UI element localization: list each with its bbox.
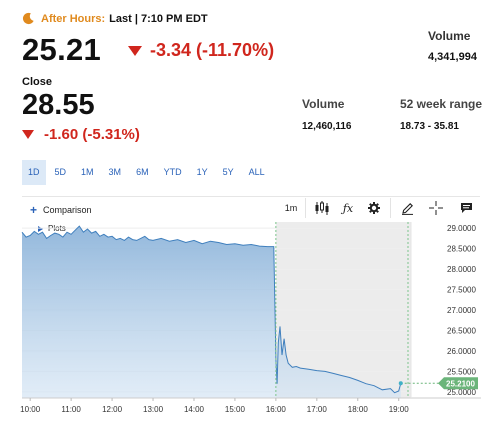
after-hours-row: After Hours: Last | 7:10 PM EDT <box>22 12 208 25</box>
x-tick-label: 19:00 <box>389 405 410 414</box>
week-range-value: 18.73 - 35.81 <box>400 121 459 132</box>
comparison-button[interactable]: + Comparison <box>30 203 92 217</box>
comparison-label: Comparison <box>43 205 92 215</box>
down-triangle-icon <box>128 45 142 56</box>
y-tick-label: 26.5000 <box>447 326 476 335</box>
down-triangle-icon <box>22 130 34 139</box>
comment-icon[interactable] <box>456 200 476 216</box>
current-value-dot <box>398 381 403 386</box>
toolbar-separator <box>390 198 391 218</box>
x-tick-label: 10:00 <box>20 405 41 414</box>
after-hours-volume-value: 4,341,994 <box>428 51 477 63</box>
range-button-5d[interactable]: 5D <box>54 167 67 177</box>
toolbar-divider <box>22 196 480 197</box>
y-tick-label: 25.0000 <box>447 388 476 397</box>
range-button-ytd[interactable]: YTD <box>163 167 182 177</box>
after-hours-volume-label: Volume <box>428 29 471 43</box>
volume-label: Volume <box>302 97 345 111</box>
toolbar-separator <box>305 198 306 218</box>
after-hours-change-value: -3.34 (-11.70%) <box>150 40 275 60</box>
current-value-tag <box>438 377 478 390</box>
close-change-value: -1.60 (-5.31%) <box>44 126 140 143</box>
pencil-icon[interactable] <box>397 200 417 216</box>
range-selector: 1D 5D 1M 3M 6M YTD 1Y 5Y ALL <box>22 160 274 185</box>
y-tick-label: 27.0000 <box>447 306 476 315</box>
x-tick-label: 15:00 <box>225 405 246 414</box>
range-button-1y[interactable]: 1Y <box>196 167 208 177</box>
y-tick-label: 26.0000 <box>447 347 476 356</box>
range-button-5y[interactable]: 5Y <box>222 167 234 177</box>
interval-button[interactable]: 1m <box>284 203 298 213</box>
after-hours-price: 25.21 <box>22 32 102 67</box>
moon-icon <box>22 12 34 25</box>
y-tick-label: 27.5000 <box>447 286 476 295</box>
range-button-1m[interactable]: 1M <box>81 167 94 177</box>
candlestick-icon[interactable] <box>312 200 332 216</box>
price-area <box>22 226 401 398</box>
range-button-all[interactable]: ALL <box>248 167 265 177</box>
plus-icon: + <box>30 203 38 217</box>
x-tick-label: 14:00 <box>184 405 205 414</box>
current-value-label: 25.2100 <box>446 379 475 388</box>
crosshair-icon[interactable] <box>426 200 446 216</box>
y-tick-label: 28.5000 <box>447 245 476 254</box>
volume-value: 12,460,116 <box>302 121 352 132</box>
gear-icon[interactable] <box>364 200 384 216</box>
x-tick-label: 11:00 <box>61 405 81 414</box>
after-hours-last-time: Last | 7:10 PM EDT <box>109 12 208 25</box>
week-range-label: 52 week range <box>400 97 483 111</box>
x-tick-label: 16:00 <box>266 405 287 414</box>
close-change: -1.60 (-5.31%) <box>22 126 140 143</box>
x-tick-label: 13:00 <box>143 405 164 414</box>
price-line <box>21 225 402 394</box>
y-tick-label: 28.0000 <box>447 265 476 274</box>
x-tick-label: 18:00 <box>348 405 369 414</box>
range-button-3m[interactable]: 3M <box>108 167 122 177</box>
close-price: 28.55 <box>22 89 95 121</box>
range-button-6m[interactable]: 6M <box>136 167 149 177</box>
range-button-1d[interactable]: 1D <box>22 160 46 185</box>
fx-icon[interactable]: ƒx <box>342 201 354 215</box>
x-tick-label: 12:00 <box>102 405 123 414</box>
x-tick-label: 17:00 <box>307 405 328 414</box>
after-hours-label: After Hours: <box>41 12 106 25</box>
close-label: Close <box>22 76 52 88</box>
y-tick-label: 29.0000 <box>447 224 476 233</box>
y-tick-label: 25.5000 <box>447 367 476 376</box>
after-hours-change: -3.34 (-11.70%) <box>128 40 274 61</box>
